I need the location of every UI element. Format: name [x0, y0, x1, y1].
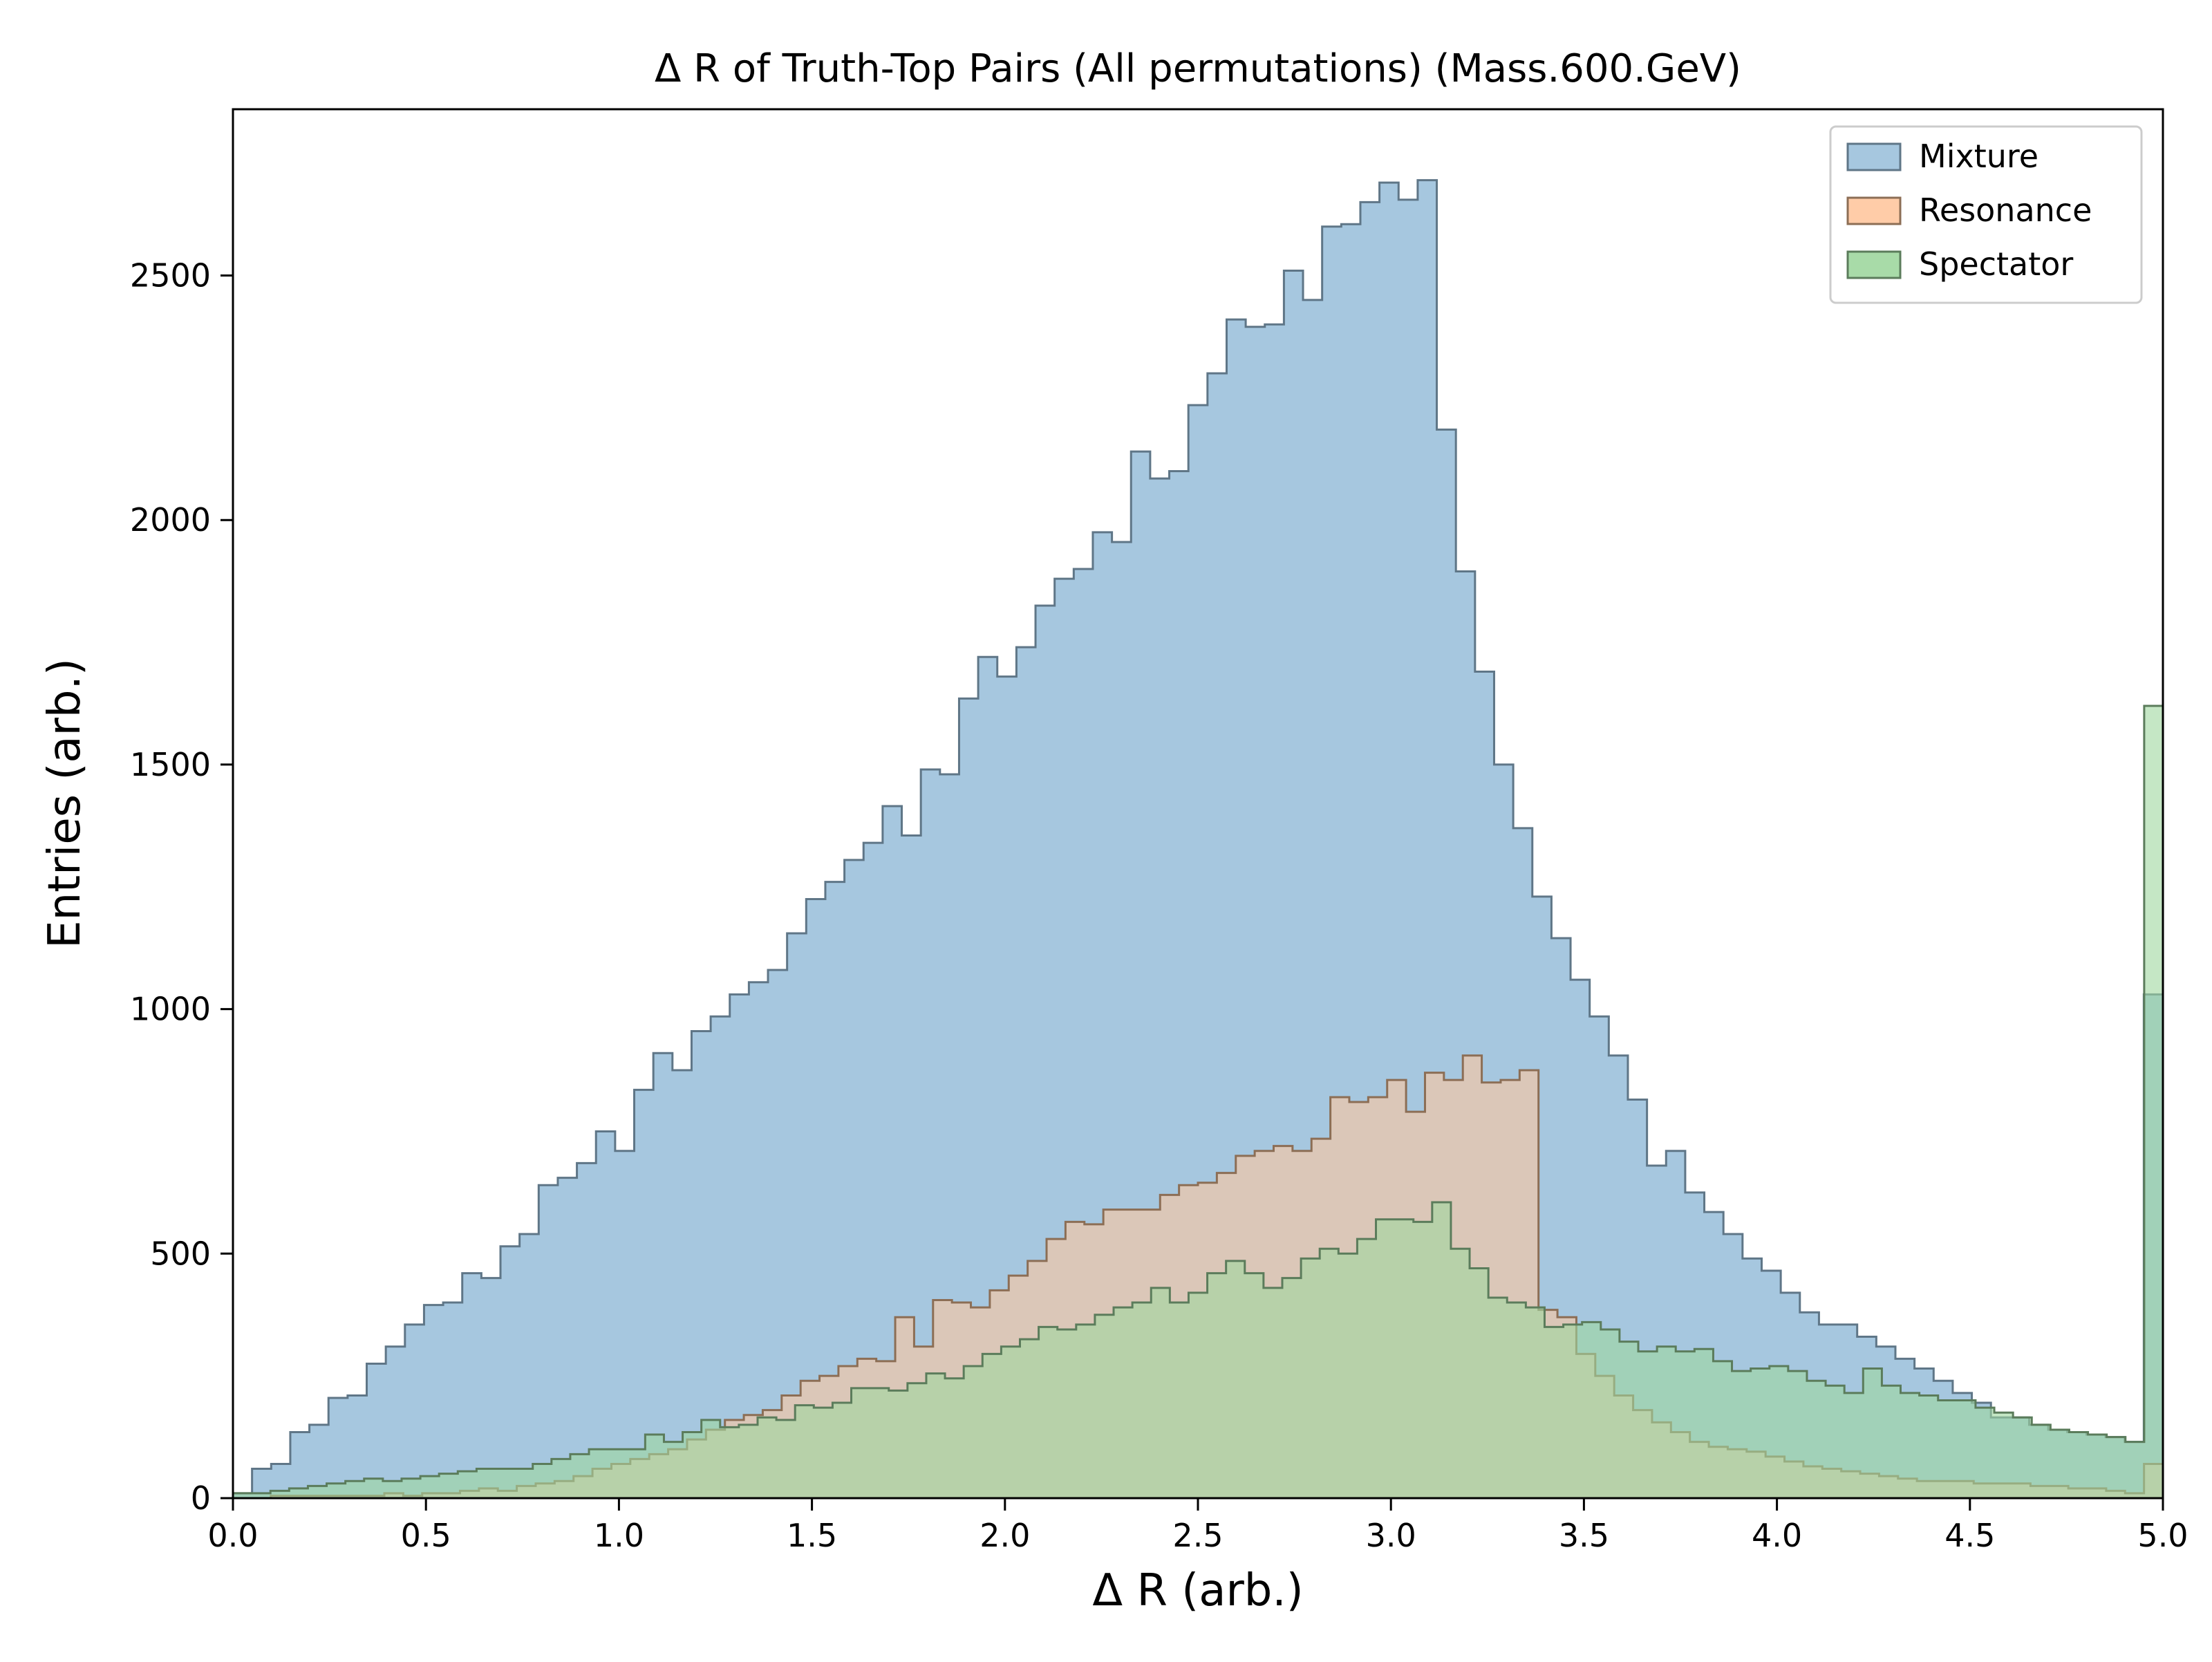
y-tick-label: 1500	[130, 746, 211, 783]
y-axis-label: Entries (arb.)	[39, 658, 91, 949]
series-layer	[232, 179, 2164, 1500]
y-tick-label: 2000	[130, 501, 211, 539]
x-tick-label: 5.0	[2137, 1517, 2188, 1554]
x-tick-label: 0.5	[401, 1517, 451, 1554]
x-tick-label: 1.5	[787, 1517, 837, 1554]
legend-label-resonance: Resonance	[1919, 192, 2092, 229]
legend-swatch-mixture	[1846, 142, 1902, 171]
y-tick-label: 1000	[130, 991, 211, 1028]
x-axis-label: Δ R (arb.)	[1092, 1565, 1303, 1616]
histogram-fill-resonance	[233, 1055, 2163, 1498]
x-tick-label: 1.0	[594, 1517, 644, 1554]
x-tick-label: 3.5	[1559, 1517, 1609, 1554]
histogram-fill-spectator	[233, 706, 2163, 1498]
legend-swatch-resonance	[1846, 196, 1902, 225]
y-axis: 0 500 1000 1500 2000 2500	[130, 257, 233, 1517]
histogram-outline-mixture	[232, 179, 2164, 1500]
x-tick-label: 2.5	[1172, 1517, 1223, 1554]
legend-box	[1829, 125, 2143, 304]
histogram-fill-mixture	[233, 180, 2163, 1498]
x-tick-label: 3.0	[1366, 1517, 1416, 1554]
legend-swatch-spectator	[1846, 250, 1902, 279]
x-tick-label: 4.0	[1752, 1517, 1802, 1554]
legend-label-mixture: Mixture	[1919, 138, 2038, 175]
legend-label-spectator: Spectator	[1919, 245, 2073, 283]
x-axis: 0.0 0.5 1.0 1.5 2.0 2.5 3.0 3.5 4.0 4.5 5.0	[207, 1498, 2188, 1554]
y-tick-label: 2500	[130, 257, 211, 295]
series-mixture	[232, 179, 2164, 1500]
legend: Mixture Resonance Spectator	[1829, 125, 2143, 304]
x-tick-label: 0.0	[207, 1517, 258, 1554]
y-tick-label: 0	[191, 1479, 211, 1517]
chart-title: Δ R of Truth-Top Pairs (All permutations…	[655, 46, 1741, 91]
y-tick-label: 500	[150, 1235, 211, 1272]
histogram-outline-spectator	[232, 704, 2164, 1500]
series-spectator	[232, 704, 2164, 1500]
x-tick-label: 2.0	[980, 1517, 1030, 1554]
x-tick-label: 4.5	[1944, 1517, 1995, 1554]
